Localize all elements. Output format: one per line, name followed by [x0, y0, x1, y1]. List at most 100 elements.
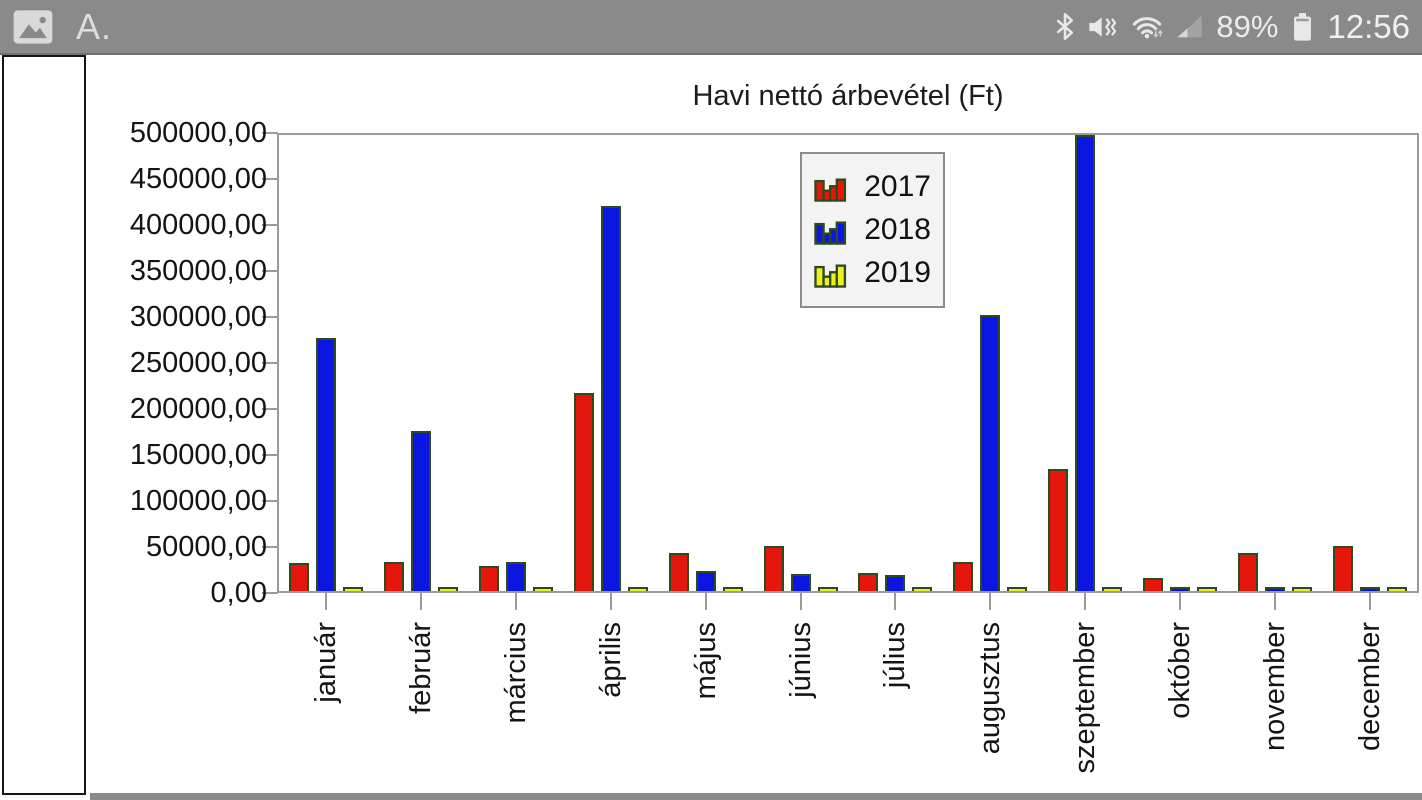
- bar-2019-október: [1197, 587, 1217, 591]
- signal-icon: [1177, 15, 1203, 38]
- x-axis-label: július: [879, 622, 912, 689]
- y-axis-tick: [262, 546, 278, 548]
- x-axis-tick: [799, 593, 802, 610]
- wifi-icon: [1133, 17, 1164, 39]
- y-axis-label: 200000,00: [129, 393, 267, 425]
- y-axis-tick: [262, 224, 278, 226]
- legend-item-2018: 2018: [814, 213, 931, 247]
- x-axis-tick: [609, 593, 612, 610]
- bar-2018-január: [316, 338, 336, 591]
- x-axis-tick: [325, 593, 328, 610]
- mute-vibrate-icon: [1089, 16, 1117, 37]
- x-axis-tick: [989, 593, 992, 610]
- x-axis-label: március: [500, 622, 533, 724]
- battery-percent: 89%: [1216, 8, 1279, 44]
- bar-2017-április: [574, 393, 594, 591]
- y-axis-tick: [262, 270, 278, 272]
- battery-icon: [1294, 13, 1312, 41]
- bar-2017-augusztus: [953, 562, 973, 591]
- bar-2017-február: [384, 562, 404, 591]
- bluetooth-icon: [1057, 13, 1074, 40]
- x-axis-label: október: [1163, 622, 1196, 719]
- bar-2019-május: [723, 587, 743, 591]
- x-axis-label: december: [1353, 622, 1386, 751]
- bar-2019-december: [1387, 587, 1407, 591]
- bar-2018-május: [696, 571, 716, 591]
- bar-2019-július: [912, 587, 932, 591]
- x-axis-tick: [1368, 593, 1371, 610]
- bar-2017-július: [858, 573, 878, 591]
- legend-item-2019: 2019: [814, 256, 931, 290]
- y-axis-tick: [262, 132, 278, 134]
- bar-2018-június: [791, 574, 811, 591]
- bar-2019-szeptember: [1102, 587, 1122, 591]
- x-axis-label: január: [310, 622, 343, 703]
- bar-2017-szeptember: [1048, 469, 1068, 591]
- clock: 12:56: [1327, 7, 1410, 45]
- bar-2018-augusztus: [980, 315, 1000, 591]
- bar-2019-április: [628, 587, 648, 591]
- x-axis-tick: [894, 593, 897, 610]
- y-axis-label: 500000,00: [129, 117, 267, 149]
- y-axis-tick: [262, 316, 278, 318]
- x-axis-label: november: [1258, 622, 1291, 751]
- y-axis-label: 300000,00: [129, 301, 267, 333]
- x-axis-tick: [420, 593, 423, 610]
- bar-2019-február: [438, 587, 458, 591]
- bar-2017-június: [764, 546, 784, 591]
- y-axis-tick: [262, 500, 278, 502]
- picture-icon: [13, 9, 53, 44]
- bar-2017-május: [669, 553, 689, 591]
- x-axis-label: június: [784, 622, 817, 698]
- bottom-edge-strip: [90, 793, 1422, 800]
- y-axis-label: 450000,00: [129, 163, 267, 195]
- y-axis-tick: [262, 362, 278, 364]
- bar-2018-december: [1360, 587, 1380, 591]
- bar-2017-december: [1333, 546, 1353, 591]
- y-axis-label: 400000,00: [129, 209, 267, 241]
- bar-2018-március: [506, 562, 526, 591]
- x-axis-tick: [515, 593, 518, 610]
- x-axis-label: május: [689, 622, 722, 700]
- x-axis-label: február: [405, 622, 438, 714]
- y-axis-tick: [262, 408, 278, 410]
- bar-2018-szeptember: [1075, 135, 1095, 591]
- chart-legend: 2017 2018 2019: [800, 152, 945, 308]
- bar-2019-január: [343, 587, 363, 591]
- status-bar: A. 89% 12:56: [0, 0, 1422, 55]
- y-axis-tick: [262, 178, 278, 180]
- bar-series-icon: [814, 221, 847, 245]
- y-axis-label: 100000,00: [129, 485, 267, 517]
- legend-item-2017: 2017: [814, 170, 931, 204]
- bar-2018-július: [885, 575, 905, 591]
- x-axis-tick: [1273, 593, 1276, 610]
- y-axis-label: 50000,00: [146, 531, 267, 563]
- bar-2017-november: [1238, 553, 1258, 591]
- side-panel: [2, 55, 86, 795]
- x-axis-tick: [1084, 593, 1087, 610]
- chart-title: Havi nettó árbevétel (Ft): [692, 80, 1004, 112]
- legend-label: 2018: [864, 213, 931, 246]
- y-axis-tick: [262, 454, 278, 456]
- bar-2018-április: [601, 206, 621, 591]
- bar-2017-október: [1143, 578, 1163, 591]
- bar-series-icon: [814, 264, 847, 288]
- x-axis-label: április: [594, 622, 627, 698]
- y-axis-tick: [262, 592, 278, 594]
- y-axis-label: 0,00: [210, 577, 267, 609]
- bar-2018-október: [1170, 587, 1190, 591]
- bar-2017-január: [289, 563, 309, 591]
- status-bar-notifications: A.: [12, 5, 113, 47]
- status-bar-indicators: 89% 12:56: [1055, 8, 1410, 46]
- y-axis-label: 150000,00: [129, 439, 267, 471]
- y-axis-label: 250000,00: [129, 347, 267, 379]
- bar-2019-augusztus: [1007, 587, 1027, 591]
- legend-label: 2019: [864, 256, 931, 289]
- bar-2017-március: [479, 566, 499, 591]
- x-axis-label: szeptember: [1069, 622, 1102, 774]
- bar-2018-november: [1265, 587, 1285, 591]
- bar-2019-november: [1292, 587, 1312, 591]
- font-icon: A.: [76, 5, 113, 47]
- bar-series-icon: [814, 178, 847, 202]
- bar-2019-június: [818, 587, 838, 591]
